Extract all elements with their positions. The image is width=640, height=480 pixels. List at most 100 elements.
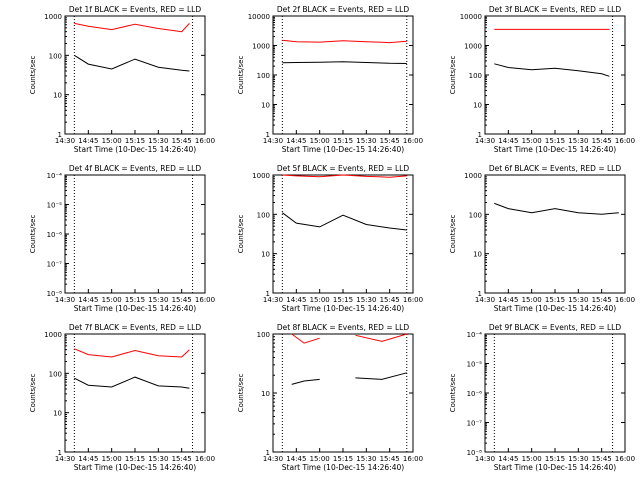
series-lld-line <box>282 174 407 178</box>
plot-frame <box>272 174 414 294</box>
x-tick-label: 15:30 <box>148 455 168 463</box>
panel-title: Det 2f BLACK = Events, RED = LLD <box>277 5 410 14</box>
x-tick-label: 15:15 <box>125 455 145 463</box>
series-events-line <box>494 63 610 77</box>
panel-title: Det 1f BLACK = Events, RED = LLD <box>69 5 202 14</box>
y-tick-label: 10⁻⁶ <box>467 390 483 398</box>
y-tick-label: 10⁻⁶ <box>47 231 63 239</box>
y-tick-label: 10⁻⁴ <box>47 172 63 180</box>
y-tick-label: 10⁻⁷ <box>47 261 63 269</box>
y-axis-label: Counts/sec <box>449 56 457 95</box>
y-tick-label: 1 <box>478 131 482 139</box>
x-tick-label: 15:00 <box>310 296 330 304</box>
panel-title: Det 6f BLACK = Events, RED = LLD <box>489 164 622 173</box>
chart-panel-det-1f: 1 10 100 1000 14:30 14:45 15:00 15:15 15:30 15:45… <box>29 5 215 154</box>
chart-panel-det-3f: 1 10 100 1000 10000 14:30 14:45 15:00 15:15 15:30… <box>449 5 635 154</box>
x-axis-label: Start Time (10-Dec-15 14:26:40) <box>74 304 196 313</box>
y-tick-label: 10 <box>473 251 482 259</box>
y-tick-label: 1000 <box>464 43 482 51</box>
x-tick-label: 15:00 <box>522 137 542 145</box>
x-axis-label: Start Time (10-Dec-15 14:26:40) <box>282 463 404 472</box>
x-tick-label: 16:00 <box>195 296 215 304</box>
chart-panel-det-8f: 1 10 100 14:30 14:45 15:00 15:15 15:30 15:45 16:0… <box>237 323 423 472</box>
x-tick-label: 15:00 <box>310 455 330 463</box>
plot-frame <box>484 174 626 294</box>
series-events-line <box>282 61 407 64</box>
x-tick-label: 15:45 <box>380 455 400 463</box>
x-tick-label: 15:00 <box>102 137 122 145</box>
x-tick-label: 15:30 <box>568 455 588 463</box>
x-tick-label: 14:45 <box>78 296 98 304</box>
y-tick-label: 100 <box>257 72 270 80</box>
y-tick-label: 1 <box>266 290 270 298</box>
y-tick-label: 10 <box>261 390 270 398</box>
plot-frame <box>272 15 414 135</box>
y-tick-label: 10⁻⁸ <box>47 290 63 298</box>
y-tick-label: 100 <box>49 370 62 378</box>
y-axis-label: Counts/sec <box>29 374 37 413</box>
x-tick-label: 16:00 <box>615 137 635 145</box>
x-tick-label: 15:00 <box>522 455 542 463</box>
y-tick-label: 10 <box>473 102 482 110</box>
x-tick-label: 14:30 <box>263 296 283 304</box>
x-tick-label: 15:15 <box>545 296 565 304</box>
x-tick-label: 15:30 <box>568 296 588 304</box>
x-tick-label: 14:30 <box>475 296 495 304</box>
panel-title: Det 9f BLACK = Events, RED = LLD <box>489 323 622 332</box>
x-tick-label: 14:45 <box>498 296 518 304</box>
y-tick-label: 10 <box>53 410 62 418</box>
x-tick-label: 15:00 <box>102 296 122 304</box>
plot-frame <box>64 15 206 135</box>
panel-title: Det 7f BLACK = Events, RED = LLD <box>69 323 202 332</box>
chart-panel-det-5f: 1 10 100 1000 14:30 14:45 15:00 15:15 15:30 15:45… <box>237 164 423 313</box>
chart-panel-det-6f: 1 10 100 1000 14:30 14:45 15:00 15:15 15:30 15:45… <box>449 164 635 313</box>
y-tick-label: 1000 <box>44 331 62 339</box>
x-tick-label: 14:30 <box>475 455 495 463</box>
x-axis-label: Start Time (10-Dec-15 14:26:40) <box>282 304 404 313</box>
y-tick-label: 10000 <box>460 13 482 21</box>
plot-frame <box>272 333 414 453</box>
x-tick-label: 14:45 <box>286 455 306 463</box>
x-tick-label: 15:30 <box>148 296 168 304</box>
y-axis-label: Counts/sec <box>237 374 245 413</box>
y-tick-label: 10⁻⁸ <box>467 449 483 457</box>
y-axis-label: Counts/sec <box>237 56 245 95</box>
plot-frame <box>64 174 206 294</box>
x-tick-label: 14:30 <box>263 137 283 145</box>
chart-panel-det-2f: 1 10 100 1000 10000 14:30 14:45 15:00 15:15 15:30… <box>237 5 423 154</box>
y-tick-label: 10 <box>53 92 62 100</box>
x-tick-label: 16:00 <box>403 296 423 304</box>
series-lld-line <box>74 348 190 358</box>
y-tick-label: 100 <box>257 211 270 219</box>
series-events-line <box>494 202 619 215</box>
x-tick-label: 15:30 <box>568 137 588 145</box>
x-tick-label: 15:15 <box>545 137 565 145</box>
series-events-line <box>291 372 407 385</box>
y-tick-label: 10000 <box>248 13 270 21</box>
y-tick-label: 100 <box>49 52 62 60</box>
y-axis-label: Counts/sec <box>449 215 457 254</box>
x-tick-label: 16:00 <box>403 455 423 463</box>
x-tick-label: 15:15 <box>125 296 145 304</box>
y-tick-label: 10⁻⁷ <box>467 420 483 428</box>
x-tick-label: 15:45 <box>172 137 192 145</box>
y-tick-label: 1 <box>58 449 62 457</box>
y-axis-label: Counts/sec <box>449 374 457 413</box>
panel-title: Det 5f BLACK = Events, RED = LLD <box>277 164 410 173</box>
y-tick-label: 1000 <box>44 13 62 21</box>
x-tick-label: 15:00 <box>102 455 122 463</box>
x-tick-label: 14:30 <box>263 455 283 463</box>
y-tick-label: 10 <box>261 102 270 110</box>
x-tick-label: 14:30 <box>55 296 75 304</box>
x-tick-label: 14:45 <box>78 455 98 463</box>
chart-panel-det-4f: 10⁻⁸ 10⁻⁷ 10⁻⁶ 10⁻⁵ 10⁻⁴ 14:30 14:45 15:00 15:15… <box>29 164 215 313</box>
y-axis-label: Counts/sec <box>237 215 245 254</box>
series-events-line <box>74 54 190 72</box>
y-tick-label: 100 <box>257 331 270 339</box>
x-tick-label: 15:00 <box>522 296 542 304</box>
x-axis-label: Start Time (10-Dec-15 14:26:40) <box>494 304 616 313</box>
y-tick-label: 1000 <box>252 172 270 180</box>
x-tick-label: 15:30 <box>356 455 376 463</box>
x-axis-label: Start Time (10-Dec-15 14:26:40) <box>494 145 616 154</box>
x-tick-label: 15:15 <box>333 455 353 463</box>
